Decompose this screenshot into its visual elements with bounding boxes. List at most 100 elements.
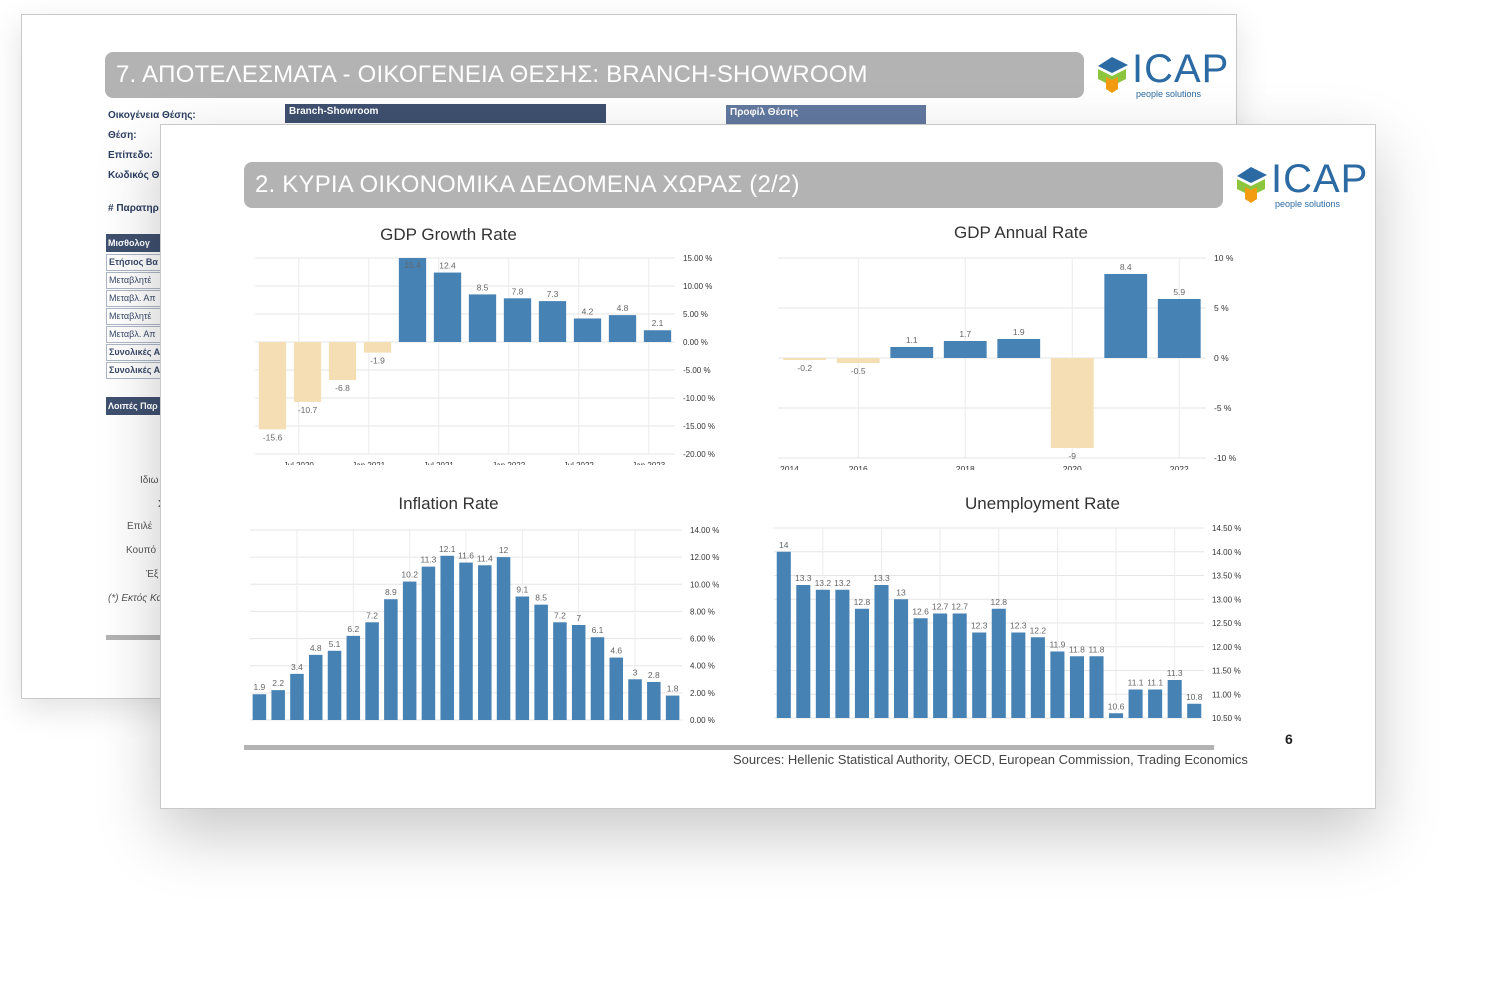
x-tick-label: 2016 xyxy=(849,464,868,470)
data-label: 13.3 xyxy=(873,573,890,583)
salary-table-row: Ετήσιος Βα xyxy=(106,254,166,271)
data-label: 11.8 xyxy=(1089,644,1105,654)
bar xyxy=(1089,656,1104,718)
data-label: 4.2 xyxy=(582,306,594,316)
salary-table-row: Μεταβλητέ xyxy=(106,272,166,289)
x-tick-label: 2022 xyxy=(1170,464,1189,470)
side-text: (*) Εκτός Κα xyxy=(108,593,163,604)
y-tick-label: 5.00 % xyxy=(683,310,708,319)
sources-text: Sources: Hellenic Statistical Authority,… xyxy=(733,752,1248,767)
data-label: 11.6 xyxy=(458,551,474,561)
bar xyxy=(997,339,1041,358)
bar xyxy=(1030,637,1045,718)
family-value-field: Branch-Showroom xyxy=(285,104,606,123)
unemployment-chart: 14.50 % 14.00 % 13.50 % 13.00 % 12.50 % 12.00… xyxy=(774,524,1241,723)
bar xyxy=(402,581,417,720)
chart-title-unemployment: Unemployment Rate xyxy=(965,494,1120,513)
data-label: 12.2 xyxy=(1030,625,1047,635)
gdp-annual-chart: 10 % 5 % 0 % -5 % -10 % -0.2 -0.5 1.1 1.7 1.9 -9 8.… xyxy=(778,253,1237,470)
y-tick-label: 13.00 % xyxy=(1212,595,1241,604)
data-label: 10.8 xyxy=(1186,692,1203,702)
bar xyxy=(1109,713,1124,718)
y-tick-label: 10.00 % xyxy=(690,580,719,589)
bar xyxy=(665,695,680,720)
bar xyxy=(515,596,530,720)
data-label: 12.3 xyxy=(971,621,988,631)
bar xyxy=(874,585,889,718)
bar xyxy=(398,258,427,342)
data-label: 11.8 xyxy=(1069,644,1085,654)
y-tick-label: -20.00 % xyxy=(683,450,715,459)
x-tick-label: Jan 2022 xyxy=(492,461,525,465)
data-label: 1.7 xyxy=(959,329,971,339)
y-tick-label: -5 % xyxy=(1214,403,1232,413)
chart-title-inflation: Inflation Rate xyxy=(398,494,499,513)
data-label: 12 xyxy=(499,545,509,555)
gdp-growth-chart: 15.00 % 10.00 % 5.00 % 0.00 % -5.00 % -10.00 … xyxy=(255,254,715,465)
data-label: 13.2 xyxy=(815,578,832,588)
y-tick-label: -15.00 % xyxy=(683,422,715,431)
data-label: 12.6 xyxy=(912,606,929,616)
bar xyxy=(609,657,624,720)
data-label: -1.9 xyxy=(370,356,385,366)
data-label: 2.1 xyxy=(652,318,664,328)
data-label: 4.6 xyxy=(610,646,622,656)
bar xyxy=(608,315,637,342)
bar xyxy=(538,301,567,342)
bar xyxy=(933,613,948,718)
y-tick-label: 4.00 % xyxy=(690,662,715,671)
data-label: 1.1 xyxy=(906,335,918,345)
bar xyxy=(1011,632,1026,718)
y-tick-label: 12.00 % xyxy=(690,553,719,562)
y-tick-label: -10 % xyxy=(1214,453,1237,463)
data-label: 1.9 xyxy=(1013,327,1025,337)
data-label: 11.9 xyxy=(1049,640,1065,650)
data-label: -9 xyxy=(1068,451,1076,461)
data-label: 12.8 xyxy=(990,597,1007,607)
data-label: 11.1 xyxy=(1128,678,1144,688)
bar xyxy=(290,673,304,720)
bar xyxy=(421,566,436,720)
data-label: 4.8 xyxy=(310,643,322,653)
data-label: -0.2 xyxy=(797,363,812,373)
bar xyxy=(1050,651,1065,718)
salary-table-row: Συνολικές Α xyxy=(106,344,166,361)
bar xyxy=(384,599,398,720)
y-tick-label: 12.50 % xyxy=(1212,619,1241,628)
data-label: 7 xyxy=(576,613,581,623)
y-tick-label: 2.00 % xyxy=(690,689,715,698)
data-label: 11.1 xyxy=(1147,678,1163,688)
data-label: 10.6 xyxy=(1108,701,1125,711)
data-label: 7.8 xyxy=(512,286,524,296)
y-tick-label: 14.00 % xyxy=(690,526,719,535)
bar xyxy=(346,635,361,720)
bar xyxy=(468,294,497,342)
bar xyxy=(1104,274,1148,358)
data-label: 7.2 xyxy=(554,610,566,620)
y-tick-label: 11.00 % xyxy=(1212,690,1241,699)
data-label: 13.2 xyxy=(834,578,851,588)
data-label: 6.2 xyxy=(347,624,359,634)
bar xyxy=(890,347,934,358)
data-label: 8.5 xyxy=(535,593,547,603)
bar xyxy=(327,650,342,720)
data-label: 1.9 xyxy=(253,682,265,692)
side-text: Επιλέ xyxy=(127,521,153,532)
x-tick-label: 2018 xyxy=(956,464,975,470)
data-label: -6.8 xyxy=(335,383,350,393)
x-tick-label: Jul 2022 xyxy=(564,461,595,465)
y-tick-label: 14.00 % xyxy=(1212,548,1241,557)
y-tick-label: 6.00 % xyxy=(690,635,715,644)
data-label: 11.3 xyxy=(1167,668,1183,678)
salary-table-row: Μεταβλ. Απ xyxy=(106,326,166,343)
x-tick-label: Jul 2020 xyxy=(284,461,315,465)
data-label: 10.2 xyxy=(401,570,418,580)
bar xyxy=(1148,689,1163,718)
bar xyxy=(478,565,492,720)
front-slide: 2. ΚΥΡΙΑ ΟΙΚΟΝΟΜΙΚΑ ΔΕΔΟΜΕΝΑ ΧΩΡΑΣ (2/2)… xyxy=(160,124,1376,809)
data-label: 14 xyxy=(779,540,789,550)
salary-table-row: Μεταβλητέ xyxy=(106,308,166,325)
icap-logo-icon xyxy=(1237,167,1267,203)
icap-logo-icon xyxy=(1098,57,1128,93)
y-tick-label: 0 % xyxy=(1214,353,1229,363)
